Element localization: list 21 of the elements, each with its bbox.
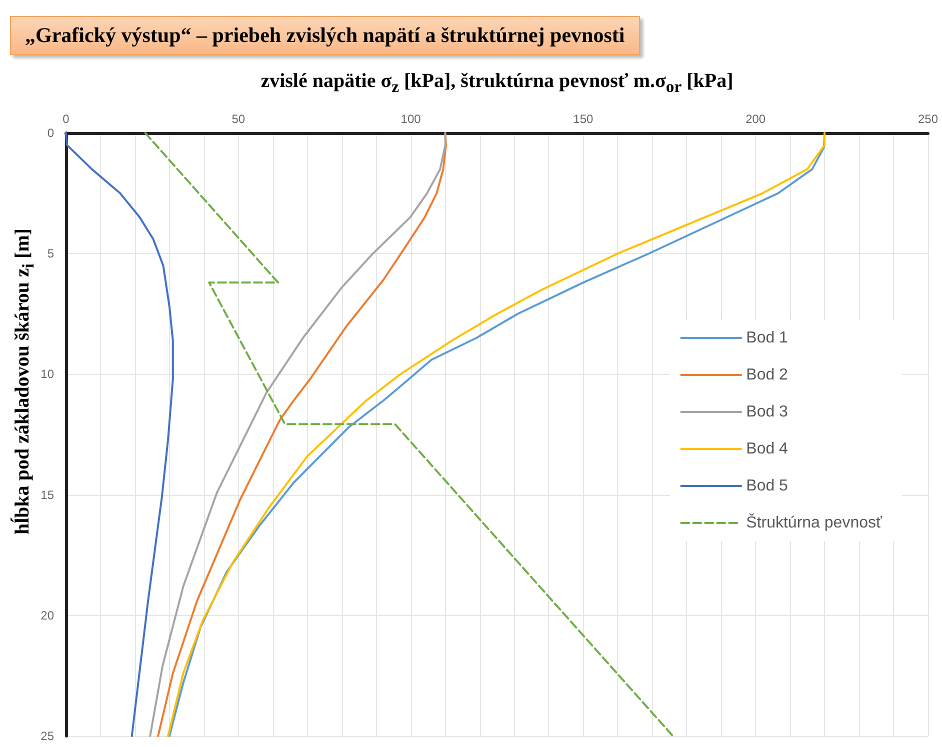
chart-title: „Grafický výstup“ – priebeh zvislých napätí a štruktúrnej pevnosti: [10, 16, 640, 55]
y-tick-label: 0: [47, 126, 54, 140]
y-tick-label: 5: [47, 246, 54, 261]
y-tick-label: 10: [40, 367, 54, 382]
x-axis-title: zvislé napätie σ$_{z}$ [kPa], štruktúrna pevnosť m.σ$_{or}$ [kPa]: [260, 70, 734, 97]
legend-label: Bod 1: [746, 330, 788, 346]
legend-label: Bod 2: [746, 366, 788, 384]
y-tick-label: 15: [40, 488, 54, 502]
legend-label: Bod 4: [746, 440, 788, 458]
x-tick-label: 250: [918, 112, 938, 126]
x-tick-label: 0: [62, 112, 70, 126]
line-series: [144, 132, 674, 737]
y-tick-label: 20: [40, 608, 54, 622]
legend-label: Bod 3: [746, 404, 788, 420]
x-tick-label: 200: [746, 112, 766, 126]
x-tick-label: 100: [400, 112, 422, 126]
legend-label: Bod 5: [746, 478, 788, 494]
legend-label: Štruktúrna pevnosť: [746, 514, 883, 532]
y-tick-label: 25: [40, 729, 54, 743]
x-tick-label: 150: [573, 112, 594, 126]
x-tick-label: 50: [232, 112, 246, 126]
